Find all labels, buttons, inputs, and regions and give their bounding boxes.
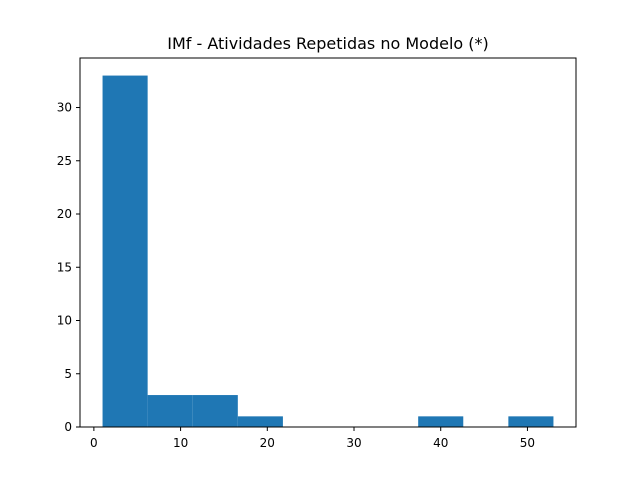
- y-tick-label: 25: [57, 154, 72, 168]
- y-tick-label: 0: [64, 420, 72, 434]
- x-tick-label: 20: [260, 436, 275, 450]
- x-tick-label: 30: [346, 436, 361, 450]
- plot-frame: [79, 57, 577, 428]
- x-tick-label: 50: [520, 436, 535, 450]
- y-tick-label: 15: [57, 260, 72, 274]
- histogram-bar-7: [418, 416, 464, 427]
- histogram-bar-0: [102, 75, 148, 427]
- x-tick-label: 0: [90, 436, 98, 450]
- histogram-bar-2: [192, 395, 238, 427]
- y-axis: 0 5 10 15 20 25 30: [57, 101, 80, 434]
- y-tick-label: 30: [57, 101, 72, 115]
- histogram-bar-3: [237, 416, 283, 427]
- y-tick-label: 5: [64, 367, 72, 381]
- histogram-bar-1: [147, 395, 193, 427]
- x-axis: 0 10 20 30 40 50: [90, 427, 535, 450]
- histogram-bar-9: [508, 416, 554, 427]
- y-tick-label: 10: [57, 314, 72, 328]
- bars-group: [102, 75, 554, 427]
- chart-title: IMf - Atividades Repetidas no Modelo (*): [167, 34, 489, 53]
- x-tick-label: 10: [173, 436, 188, 450]
- x-tick-label: 40: [433, 436, 448, 450]
- y-tick-label: 20: [57, 207, 72, 221]
